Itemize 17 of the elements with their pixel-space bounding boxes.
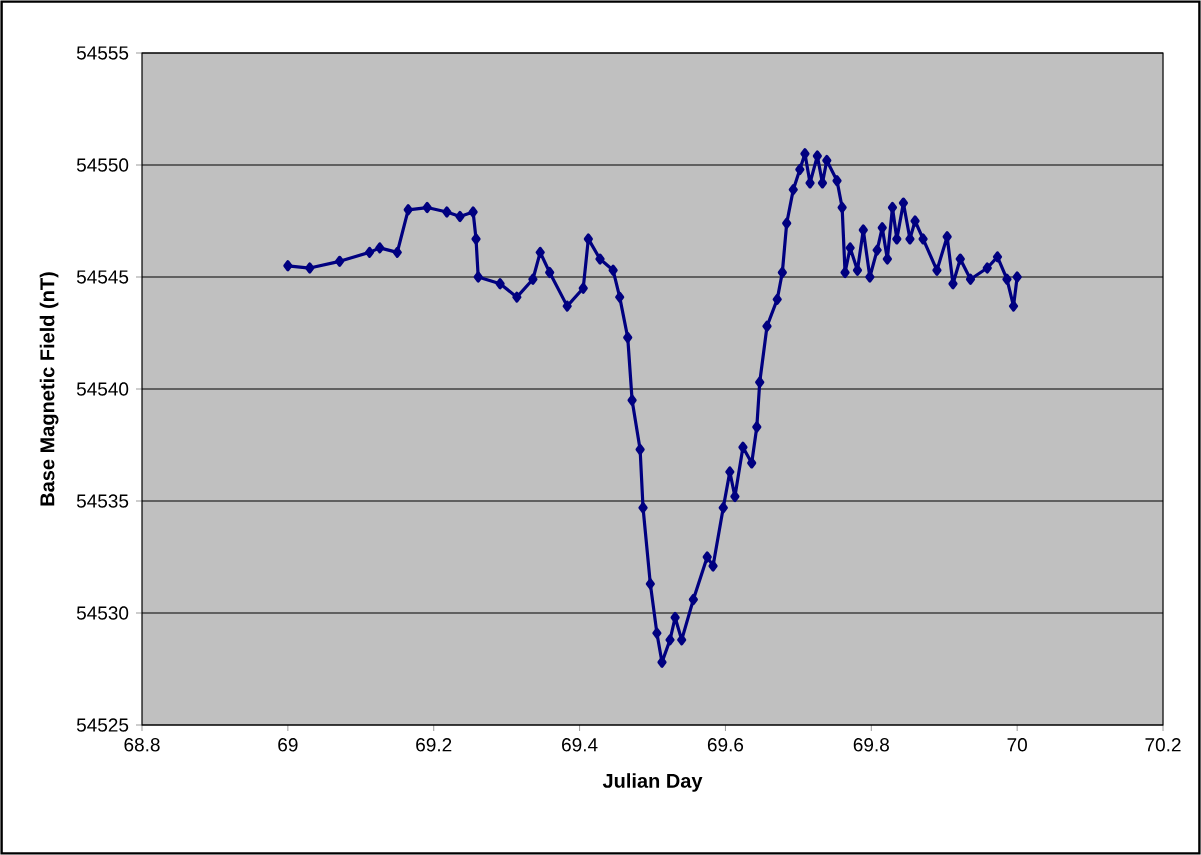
x-axis-title: Julian Day [602,773,703,792]
x-tick-label: 69.4 [562,738,598,752]
y-axis-title: Base Magnetic Field (nT) [39,272,59,506]
x-tick-label: 70.2 [1145,738,1181,752]
x-tick-label: 69.2 [416,738,452,752]
y-tick-label: 54555 [76,46,129,60]
x-tick-label: 70 [1007,738,1027,752]
y-tick-label: 54550 [76,158,129,172]
x-tick-label: 69.6 [707,738,744,752]
x-tick-label: 69.8 [853,738,889,752]
y-tick-label: 54525 [76,718,129,732]
x-tick-label: 68.8 [124,738,160,752]
y-tick-label: 54540 [76,382,129,396]
x-tick-label: 69 [278,738,298,752]
y-tick-label: 54530 [76,606,129,620]
y-tick-label: 54545 [76,270,129,284]
y-tick-label: 54535 [76,494,129,508]
